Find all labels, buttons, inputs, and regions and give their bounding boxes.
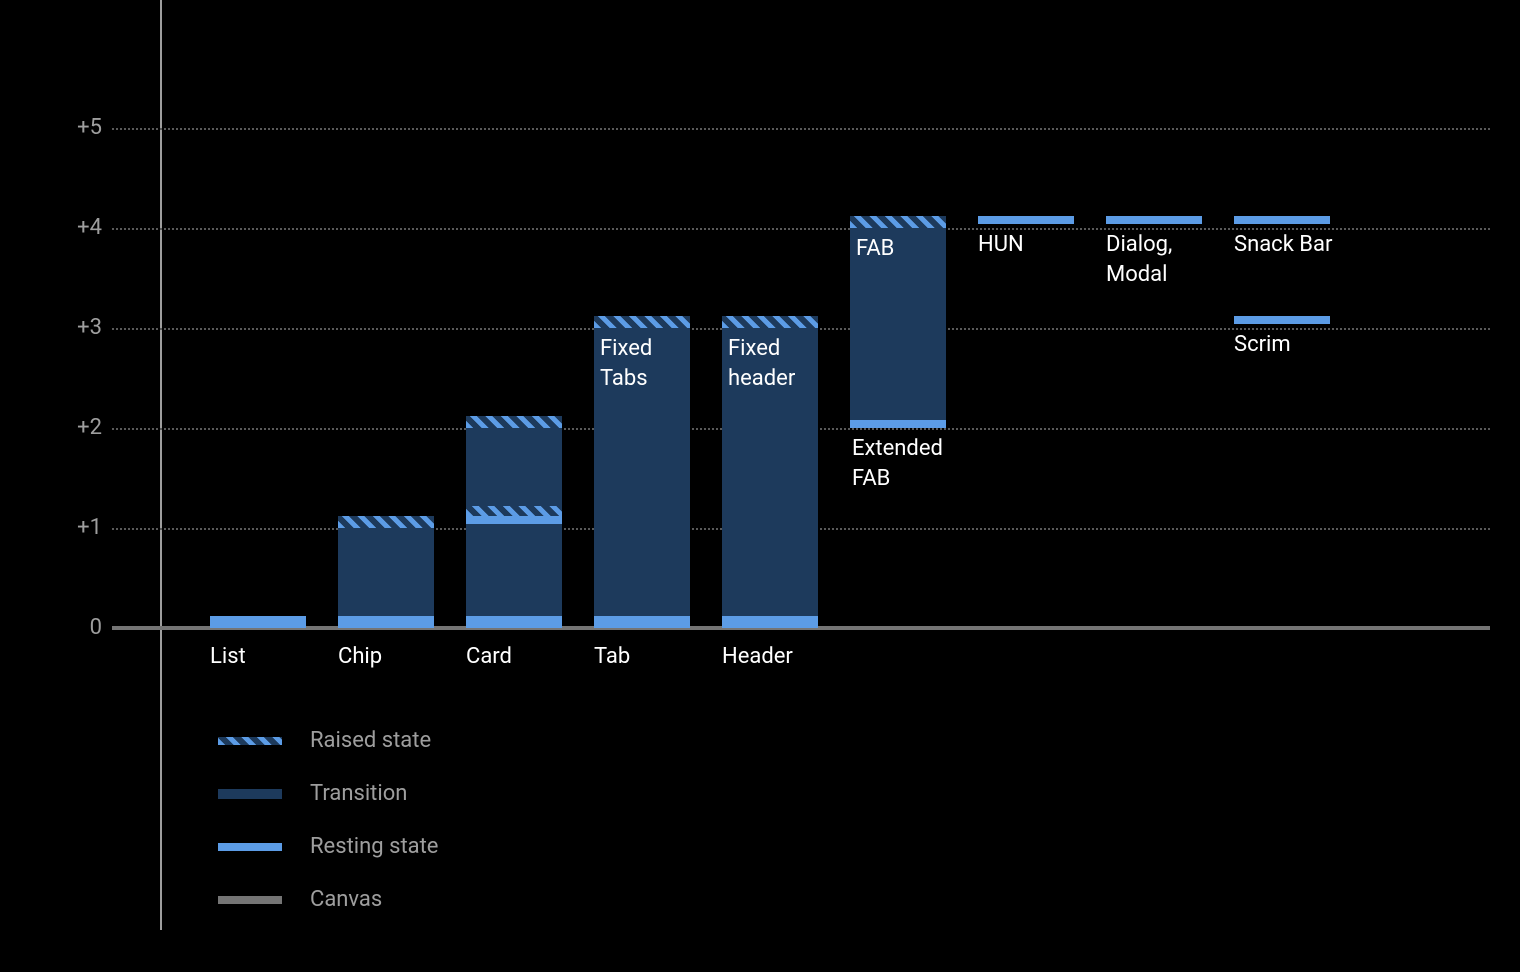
floating-bar-dialog-modal (1106, 216, 1202, 224)
bar-below-label: ExtendedFAB (852, 434, 943, 493)
bar-inset-label: FAB (856, 234, 982, 264)
floating-bar-label: HUN (978, 230, 1114, 260)
x-category-label: Tab (594, 644, 630, 669)
legend-swatch (218, 737, 282, 745)
y-tick-label: +2 (42, 415, 102, 440)
x-category-label: Header (722, 644, 793, 669)
floating-bar-label: Snack Bar (1234, 230, 1370, 260)
floating-bar-label: Dialog,Modal (1106, 230, 1242, 289)
legend-swatch (218, 789, 282, 799)
gridline (112, 128, 1490, 130)
legend-label: Resting state (310, 834, 438, 859)
bar-list (210, 616, 306, 628)
x-category-label: List (210, 644, 246, 669)
legend-swatch (218, 896, 282, 904)
legend-item-canvas: Canvas (218, 887, 438, 912)
legend-label: Transition (310, 781, 407, 806)
legend-label: Canvas (310, 887, 382, 912)
legend: Raised state Transition Resting state Canva… (218, 728, 438, 940)
x-category-label: Card (466, 644, 512, 669)
legend-label: Raised state (310, 728, 431, 753)
legend-item-transition: Transition (218, 781, 438, 806)
y-tick-label: 0 (42, 615, 102, 640)
floating-bar-scrim (1234, 316, 1330, 324)
legend-item-raised: Raised state (218, 728, 438, 753)
y-tick-label: +4 (42, 215, 102, 240)
legend-swatch (218, 843, 282, 851)
y-tick-label: +5 (42, 115, 102, 140)
bar-card (466, 416, 562, 628)
y-tick-label: +1 (42, 515, 102, 540)
bar-inset-label: Fixedheader (728, 334, 854, 393)
y-tick-label: +3 (42, 315, 102, 340)
bar-chip (338, 516, 434, 628)
x-category-label: Chip (338, 644, 382, 669)
elevation-bar-chart: 0 +1 +2 +3 +4 +5 List Chip Card FixedTabs Tab Fixed… (0, 0, 1520, 972)
floating-bar-snack-bar (1234, 216, 1330, 224)
floating-bar-label: Scrim (1234, 330, 1370, 360)
legend-item-resting: Resting state (218, 834, 438, 859)
floating-bar-hun (978, 216, 1074, 224)
bar-inset-label: FixedTabs (600, 334, 726, 393)
